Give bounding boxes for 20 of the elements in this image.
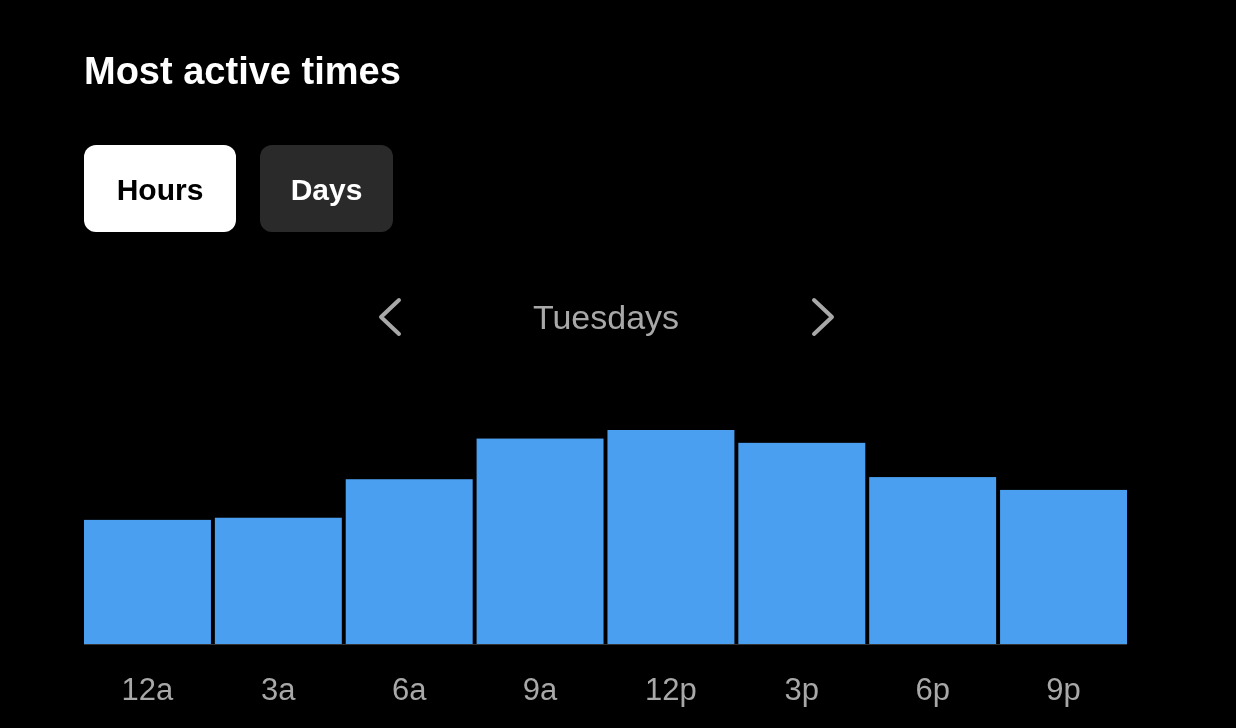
bar <box>1000 489 1127 644</box>
bar <box>84 519 211 644</box>
bar <box>214 517 342 644</box>
bar <box>738 442 866 644</box>
x-tick-label: 9p <box>1046 672 1081 707</box>
chart-title: Most active times <box>84 50 401 92</box>
bar <box>869 477 997 644</box>
bar <box>607 430 735 644</box>
chart-subtitle: Tuesdays <box>532 298 680 336</box>
x-tick-label: 12p <box>645 672 697 707</box>
text: Days <box>290 173 363 206</box>
x-tick-label: 3a <box>261 672 297 707</box>
bar <box>345 479 473 644</box>
x-tick-label: 12a <box>121 672 175 707</box>
x-tick-label: 3p <box>784 672 820 707</box>
x-tick-label: 6a <box>391 672 428 707</box>
x-tick-label: 6p <box>915 672 950 707</box>
bar <box>476 438 604 644</box>
x-tick-label: 9a <box>522 672 559 707</box>
text: Hours <box>116 173 204 206</box>
